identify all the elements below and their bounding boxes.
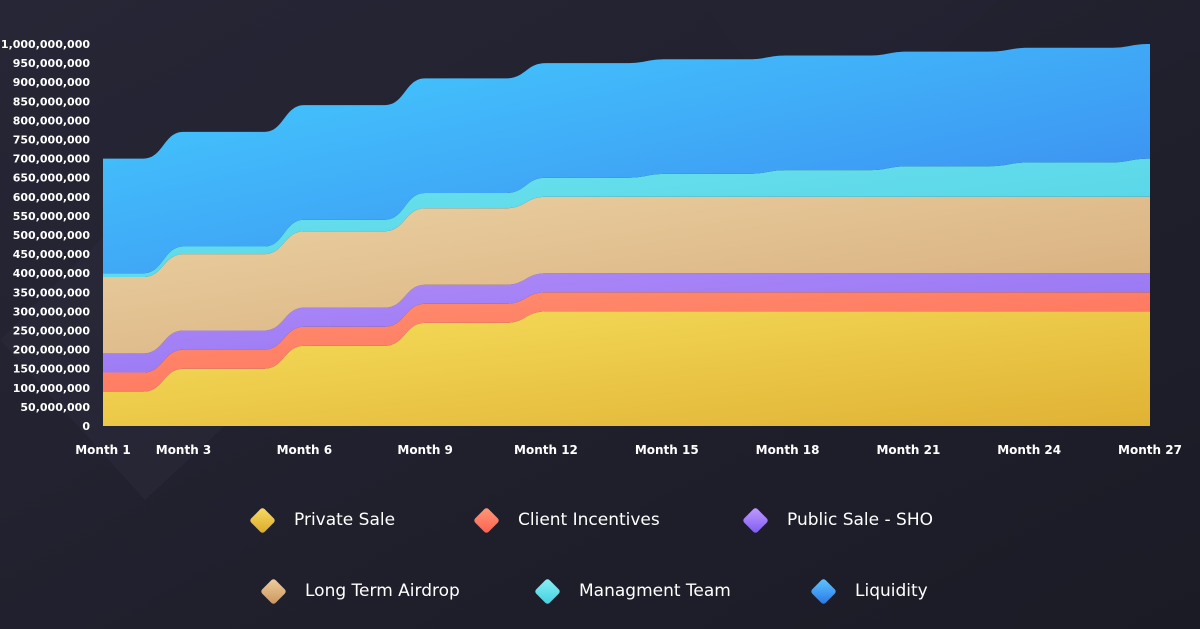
- y-tick-label: 850,000,000: [13, 95, 91, 108]
- y-axis: 1,000,000,000 950,000,000 900,000,000 850,0…: [1, 38, 90, 433]
- x-tick-label: Month 3: [156, 443, 212, 457]
- y-tick-label: 950,000,000: [13, 57, 91, 70]
- client-incentives-swatch-icon: [473, 506, 500, 534]
- x-tick-label: Month 15: [635, 443, 699, 457]
- x-tick-label: Month 1: [75, 443, 131, 457]
- x-tick-label: Month 24: [997, 443, 1061, 457]
- x-tick-label: Month 21: [876, 443, 940, 457]
- y-tick-label: 1,000,000,000: [1, 38, 90, 51]
- legend-item-long-term-airdrop[interactable]: Long Term Airdrop: [260, 577, 460, 605]
- x-tick-label: Month 12: [514, 443, 578, 457]
- area-managment-team: [103, 158, 1150, 277]
- long-term-airdrop-swatch-icon: [260, 577, 287, 605]
- legend-label: Private Sale: [294, 510, 396, 530]
- chart-areas: [103, 44, 1150, 426]
- y-tick-label: 550,000,000: [13, 210, 91, 223]
- public-sale-swatch-icon: [742, 506, 769, 534]
- legend-item-client-incentives[interactable]: Client Incentives: [473, 506, 660, 534]
- y-tick-label: 100,000,000: [13, 382, 91, 395]
- y-tick-label: 200,000,000: [13, 344, 91, 357]
- chart-legend: Private Sale Client Incentives Public Sa…: [0, 490, 1200, 620]
- y-tick-label: 400,000,000: [13, 267, 91, 280]
- area-liquidity: [103, 44, 1150, 274]
- x-axis: Month 1 Month 3 Month 6 Month 9 Month 12 Mont…: [75, 443, 1182, 457]
- legend-label: Liquidity: [855, 581, 928, 601]
- area-private-sale: [103, 311, 1150, 426]
- y-tick-label: 300,000,000: [13, 305, 91, 318]
- y-tick-label: 900,000,000: [13, 76, 91, 89]
- legend-label: Public Sale - SHO: [787, 510, 934, 530]
- legend-label: Managment Team: [579, 581, 731, 601]
- liquidity-swatch-icon: [810, 577, 837, 605]
- legend-label: Client Incentives: [518, 510, 660, 530]
- x-tick-label: Month 9: [397, 443, 453, 457]
- y-tick-label: 0: [82, 420, 90, 433]
- y-tick-label: 350,000,000: [13, 286, 91, 299]
- y-tick-label: 750,000,000: [13, 134, 91, 147]
- private-sale-swatch-icon: [249, 506, 276, 534]
- y-tick-label: 50,000,000: [20, 401, 90, 414]
- y-tick-label: 150,000,000: [13, 363, 91, 376]
- x-tick-label: Month 27: [1118, 443, 1182, 457]
- area-client-incentives: [103, 292, 1150, 392]
- y-tick-label: 500,000,000: [13, 229, 91, 242]
- area-long-term-airdrop: [103, 196, 1150, 354]
- y-tick-label: 700,000,000: [13, 153, 91, 166]
- y-tick-label: 450,000,000: [13, 248, 91, 261]
- area-public-sale-sho: [103, 273, 1150, 373]
- legend-item-public-sale-sho[interactable]: Public Sale - SHO: [742, 506, 934, 534]
- legend-item-liquidity[interactable]: Liquidity: [810, 577, 928, 605]
- legend-item-private-sale[interactable]: Private Sale: [249, 506, 396, 534]
- legend-label: Long Term Airdrop: [305, 581, 460, 601]
- x-tick-label: Month 6: [277, 443, 333, 457]
- y-tick-label: 600,000,000: [13, 191, 91, 204]
- legend-item-managment-team[interactable]: Managment Team: [534, 577, 731, 605]
- y-tick-label: 250,000,000: [13, 325, 91, 338]
- x-tick-label: Month 18: [756, 443, 820, 457]
- y-tick-label: 800,000,000: [13, 114, 91, 127]
- managment-team-swatch-icon: [534, 577, 561, 605]
- y-tick-label: 650,000,000: [13, 172, 91, 185]
